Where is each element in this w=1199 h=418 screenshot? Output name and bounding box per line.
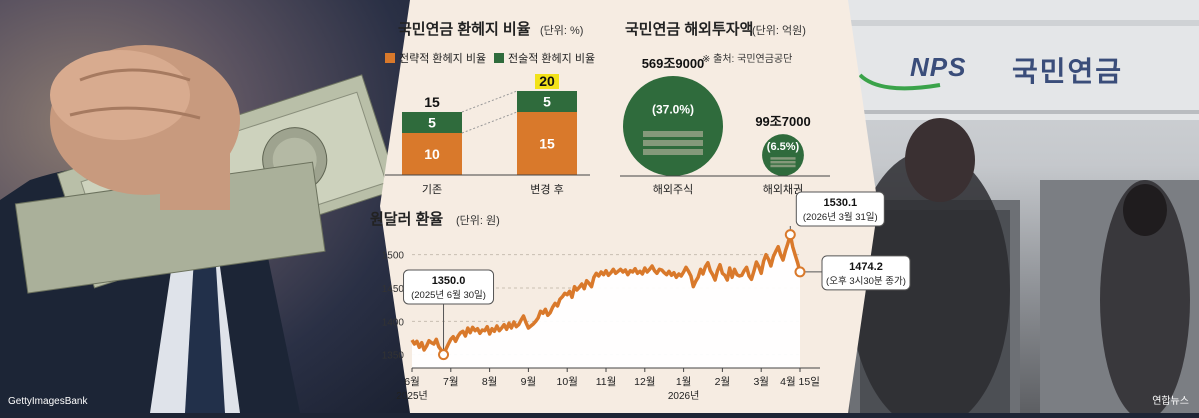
x-tick-label: 7월 [443,376,459,388]
total-highlight [535,74,559,89]
annotation-box [795,191,885,227]
legend-label-strategic: 전략적 환헤지 비율 [399,52,486,65]
x-tick-label: 11월 [596,376,617,388]
annotation-date: (2025년 6월 30일) [411,289,486,301]
investment-share-label: (37.0%) [652,103,694,117]
x-tick-label: 3월 [753,376,769,388]
money-stack-icon [643,131,703,137]
x-year-label: 2026년 [668,390,699,402]
x-tick-label: 4월 15일 [780,375,820,388]
annotation-point [784,229,796,241]
investment-source-note: ※ 출처: 국민연금공단 [702,53,792,65]
annotation-date: (오후 3시30분 종가) [826,276,906,287]
bar-connector [461,90,518,113]
investment-category-label: 해외주식 [653,182,693,196]
x-tick-label: 6월 [404,376,420,388]
bar-strategic-label: 10 [424,146,440,162]
annotation-box [821,255,911,291]
bar-total-label: 20 [539,73,555,89]
money-stack-icon [770,164,796,168]
nps-logo: NPS [910,52,967,82]
bar-strategic [517,112,577,175]
nps-building-sign: 국민연금 [1012,56,1124,87]
annotation-value: 1474.2 [849,261,883,273]
hedge-category-label: 기존 [422,183,442,196]
bar-tactical-label: 5 [428,115,436,131]
bar-tactical [402,112,462,133]
hedge-chart-unit: (단위: %) [540,24,583,37]
x-tick-label: 2월 [715,376,731,388]
x-tick-label: 10월 [557,376,578,388]
fx-annotations: 1350.0 (2025년 6월 30일) 1530.1 (2026년 3월 31일)… [403,191,911,361]
annotation-value: 1350.0 [432,275,466,287]
investment-value-label: 569조9000 [642,56,705,71]
investment-chart-title: 국민연금 해외투자액 [625,20,753,38]
bar-total-label: 15 [424,94,440,110]
hedge-category-label: 변경 후 [530,183,563,196]
fx-x-axis: 6월 7월 8월 9월 10월 11월 12월 1월 2월 3월 4월 15일 2025년 2026년 [396,367,820,402]
money-stack-icon [643,149,703,155]
investment-category-label: 해외채권 [763,182,803,196]
x-year-label: 2025년 [396,390,427,402]
money-stack-icon [643,140,703,146]
investment-value-label: 99조7000 [755,114,810,129]
bar-strategic [402,133,462,175]
investment-chart-unit: (단위: 억원) [752,24,806,37]
x-tick-label: 1월 [676,376,692,388]
fx-chart-unit: (단위: 원) [456,214,500,227]
bar-connector [461,111,518,134]
annotation-date: (2026년 3월 31일) [803,211,878,223]
investment-share-label: (6.5%) [767,141,800,153]
hedge-bars: 10 5 15 15 5 20 [385,73,590,176]
x-tick-label: 9월 [521,376,537,388]
money-stack-icon [770,160,796,164]
investment-bubble [623,76,723,176]
annotation-value: 1530.1 [823,197,857,209]
investment-bubbles: (37.0%) 569조9000 (6.5%) 99조7000 [623,56,811,177]
annotation-box [403,269,495,305]
x-tick-label: 8월 [482,376,498,388]
y-tick-label: 1350 [382,351,405,362]
y-tick-label: 1400 [382,317,405,328]
bar-tactical [517,91,577,112]
annotation-point [438,349,450,361]
annotation-point [794,266,806,278]
legend-swatch-tactical [494,53,504,63]
y-tick-label: 1450 [382,284,405,295]
nps-building-illustration [790,0,1199,418]
bar-strategic-label: 15 [539,136,555,152]
photo-credit-left: GettyImagesBank [8,396,88,407]
photo-credit-right: 연합뉴스 [1152,396,1189,407]
y-tick-label: 1500 [382,251,405,262]
legend-swatch-strategic [385,53,395,63]
hedge-chart-title: 국민연금 환헤지 비율 [398,20,531,38]
bar-tactical-label: 5 [543,94,551,110]
fx-series-line [410,232,802,357]
exchange-rate-chart: 원달러 환율 (단위: 원) 1350 1400 1450 1500 1350.0 (2… [370,191,911,402]
legend-label-tactical: 전술적 환헤지 비율 [508,52,595,65]
x-tick-label: 12월 [634,376,655,388]
fx-chart-title: 원달러 환율 [370,210,443,228]
money-stack-icon [770,157,796,160]
overseas-investment-chart: 국민연금 해외투자액 (단위: 억원) ※ 출처: 국민연금공단 (37.0%)… [620,20,830,196]
fx-area-fill [412,234,800,368]
money-fist-photo: GettyImagesBank [0,0,420,413]
money-fist-illustration [0,45,400,413]
hedge-ratio-chart: 국민연금 환헤지 비율 (단위: %) 전략적 환헤지 비율 전술적 환헤지 비… [385,20,595,196]
